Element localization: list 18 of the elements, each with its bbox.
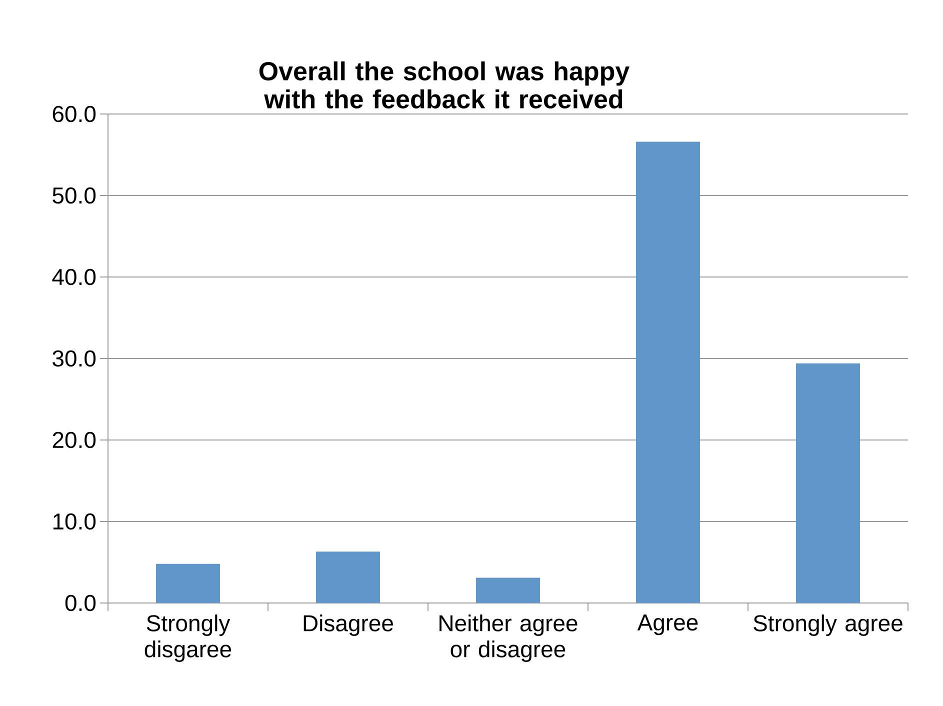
y-tick-label: 40.0 bbox=[52, 268, 96, 286]
y-tick-label: 50.0 bbox=[52, 187, 96, 204]
bar bbox=[796, 363, 860, 603]
y-tick-label: 30.0 bbox=[52, 350, 96, 367]
x-tick-label: Disagree bbox=[304, 614, 393, 636]
x-tick-label: Strongly agree bbox=[754, 614, 902, 636]
y-tick-label: 60.0 bbox=[52, 106, 96, 122]
x-tick-label: Strongly disgaree bbox=[144, 614, 232, 662]
bar bbox=[476, 578, 540, 603]
bar bbox=[316, 552, 380, 603]
x-tick-label: Neither agree or disagree bbox=[440, 614, 578, 662]
y-tick-label: 10.0 bbox=[53, 513, 96, 530]
y-tick-label: 20.0 bbox=[52, 432, 96, 448]
chart-title: Overall the school was happy with the feedback it received bbox=[259, 61, 630, 108]
bar bbox=[636, 142, 700, 603]
x-tick-label: Agree bbox=[637, 614, 698, 636]
y-tick-label: 0.0 bbox=[65, 594, 96, 612]
bar bbox=[156, 564, 220, 603]
